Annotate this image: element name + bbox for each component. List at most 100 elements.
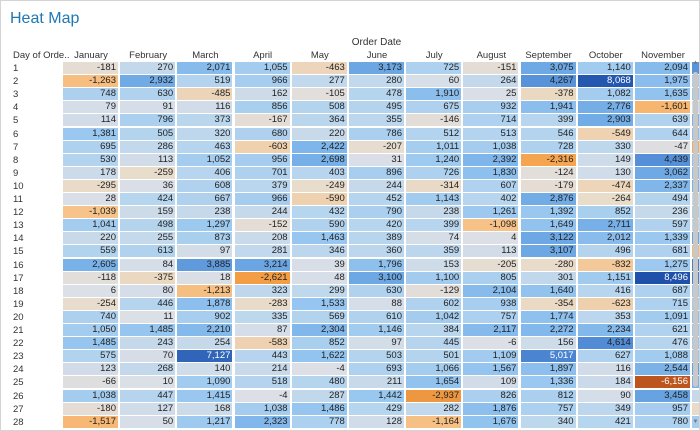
heatmap-cell[interactable]: 1,143	[406, 193, 462, 205]
heatmap-cell[interactable]: 114	[63, 114, 118, 127]
heatmap-cell[interactable]: 432	[291, 206, 347, 219]
heatmap-cell[interactable]: 244	[349, 179, 404, 192]
heatmap-cell[interactable]: 2,698	[291, 153, 347, 166]
heatmap-cell[interactable]: -603	[234, 140, 290, 153]
heatmap-cell[interactable]: 610	[349, 310, 404, 323]
heatmap-cell[interactable]: 5,017	[520, 350, 576, 363]
heatmap-cell[interactable]: 1,217	[177, 415, 233, 428]
heatmap-cell[interactable]: 607	[463, 179, 519, 192]
heatmap-cell[interactable]: 402	[463, 193, 519, 205]
heatmap-cell[interactable]: 3,214	[234, 258, 290, 271]
heatmap-cell[interactable]: 3,062	[635, 166, 690, 179]
heatmap-cell[interactable]: 728	[520, 140, 576, 153]
heatmap-cell[interactable]: 277	[291, 75, 347, 88]
heatmap-cell[interactable]: -463	[291, 62, 347, 74]
heatmap-cell[interactable]: 8,496	[635, 271, 690, 284]
heatmap-cell[interactable]: 443	[234, 350, 290, 363]
heatmap-cell[interactable]: 1,100	[406, 271, 462, 284]
heatmap-cell[interactable]: 1,941	[520, 101, 576, 114]
heatmap-cell[interactable]: 97	[349, 337, 404, 350]
heatmap-cell[interactable]: -1,517	[63, 415, 118, 428]
heatmap-cell[interactable]: 498	[120, 219, 176, 232]
heatmap-cell[interactable]: -1,164	[406, 415, 462, 428]
heatmap-cell[interactable]: 2,304	[291, 324, 347, 336]
heatmap-cell[interactable]: 681	[635, 245, 690, 258]
heatmap-cell[interactable]: 113	[463, 245, 519, 258]
heatmap-cell[interactable]: 3,075	[520, 62, 576, 74]
heatmap-cell[interactable]: -2,937	[406, 389, 462, 402]
heatmap-cell[interactable]: 116	[177, 101, 233, 114]
heatmap-cell[interactable]: 852	[577, 206, 633, 219]
heatmap-cell[interactable]: 379	[234, 179, 290, 192]
heatmap-cell[interactable]: 1,533	[291, 297, 347, 310]
heatmap-cell[interactable]: 1,485	[63, 337, 118, 350]
heatmap-cell[interactable]: -583	[234, 337, 290, 350]
heatmap-cell[interactable]: 1,261	[463, 206, 519, 219]
heatmap-cell[interactable]: 667	[177, 193, 233, 205]
heatmap-cell[interactable]: 1,090	[177, 376, 233, 389]
heatmap-cell[interactable]: -314	[406, 179, 462, 192]
heatmap-cell[interactable]: 156	[520, 337, 576, 350]
heatmap-cell[interactable]: -283	[234, 297, 290, 310]
heatmap-cell[interactable]: 39	[291, 258, 347, 271]
heatmap-cell[interactable]: 796	[120, 114, 176, 127]
heatmap-cell[interactable]: 1,042	[406, 310, 462, 323]
heatmap-cell[interactable]: 74	[406, 232, 462, 245]
heatmap-cell[interactable]: 346	[291, 245, 347, 258]
heatmap-cell[interactable]: 1,442	[349, 389, 404, 402]
heatmap-cell[interactable]: 1,878	[177, 297, 233, 310]
heatmap-cell[interactable]: 287	[291, 389, 347, 402]
heatmap-cell[interactable]: 2,071	[177, 62, 233, 74]
heatmap-cell[interactable]: -378	[520, 88, 576, 101]
heatmap-cell[interactable]: 680	[234, 127, 290, 140]
heatmap-cell[interactable]: 373	[177, 114, 233, 127]
heatmap-cell[interactable]: 687	[635, 284, 690, 297]
heatmap-cell[interactable]: 355	[349, 114, 404, 127]
heatmap-cell[interactable]: 264	[463, 75, 519, 88]
scroll-up-arrow-icon[interactable]: ▲	[692, 60, 699, 66]
heatmap-cell[interactable]: 812	[520, 389, 576, 402]
heatmap-cell[interactable]: 627	[577, 350, 633, 363]
heatmap-cell[interactable]: 159	[120, 206, 176, 219]
heatmap-cell[interactable]: 353	[577, 310, 633, 323]
heatmap-cell[interactable]: 675	[406, 101, 462, 114]
heatmap-cell[interactable]: 715	[635, 297, 690, 310]
heatmap-cell[interactable]: 590	[291, 219, 347, 232]
heatmap-cell[interactable]: 301	[520, 271, 576, 284]
heatmap-cell[interactable]: 740	[63, 310, 118, 323]
heatmap-cell[interactable]: 786	[349, 127, 404, 140]
heatmap-cell[interactable]: 116	[577, 363, 633, 376]
heatmap-cell[interactable]: 3,173	[349, 62, 404, 74]
heatmap-cell[interactable]: -832	[577, 258, 633, 271]
heatmap-cell[interactable]: 403	[291, 166, 347, 179]
heatmap-cell[interactable]: 446	[120, 297, 176, 310]
heatmap-cell[interactable]: -47	[635, 140, 690, 153]
heatmap-cell[interactable]: 268	[120, 363, 176, 376]
heatmap-cell[interactable]: -1,039	[63, 206, 118, 219]
heatmap-cell[interactable]: -118	[63, 271, 118, 284]
heatmap-cell[interactable]: 1,240	[406, 153, 462, 166]
heatmap-cell[interactable]: 495	[349, 101, 404, 114]
heatmap-cell[interactable]: 140	[177, 363, 233, 376]
heatmap-cell[interactable]: 2,876	[520, 193, 576, 205]
heatmap-cell[interactable]: 757	[520, 402, 576, 415]
heatmap-cell[interactable]: 360	[349, 245, 404, 258]
heatmap-cell[interactable]: 48	[291, 271, 347, 284]
heatmap-cell[interactable]: -590	[291, 193, 347, 205]
heatmap-cell[interactable]: 1,041	[63, 219, 118, 232]
heatmap-cell[interactable]: 1,415	[177, 389, 233, 402]
heatmap-cell[interactable]: 519	[177, 75, 233, 88]
heatmap-cell[interactable]: 238	[406, 206, 462, 219]
heatmap-cell[interactable]: 1,038	[234, 402, 290, 415]
heatmap-cell[interactable]: 11	[120, 310, 176, 323]
heatmap-cell[interactable]: -254	[63, 297, 118, 310]
heatmap-cell[interactable]: 2,234	[577, 324, 633, 336]
heatmap-cell[interactable]: -2,316	[520, 153, 576, 166]
heatmap-cell[interactable]: -269	[692, 402, 699, 415]
heatmap-cell[interactable]: 153	[406, 258, 462, 271]
heatmap-cell[interactable]: 1,830	[463, 166, 519, 179]
heatmap-cell[interactable]: 4,267	[520, 75, 576, 88]
heatmap-cell[interactable]: 2,544	[635, 363, 690, 376]
heatmap-cell[interactable]: 220	[291, 127, 347, 140]
heatmap-cell[interactable]: 608	[177, 179, 233, 192]
